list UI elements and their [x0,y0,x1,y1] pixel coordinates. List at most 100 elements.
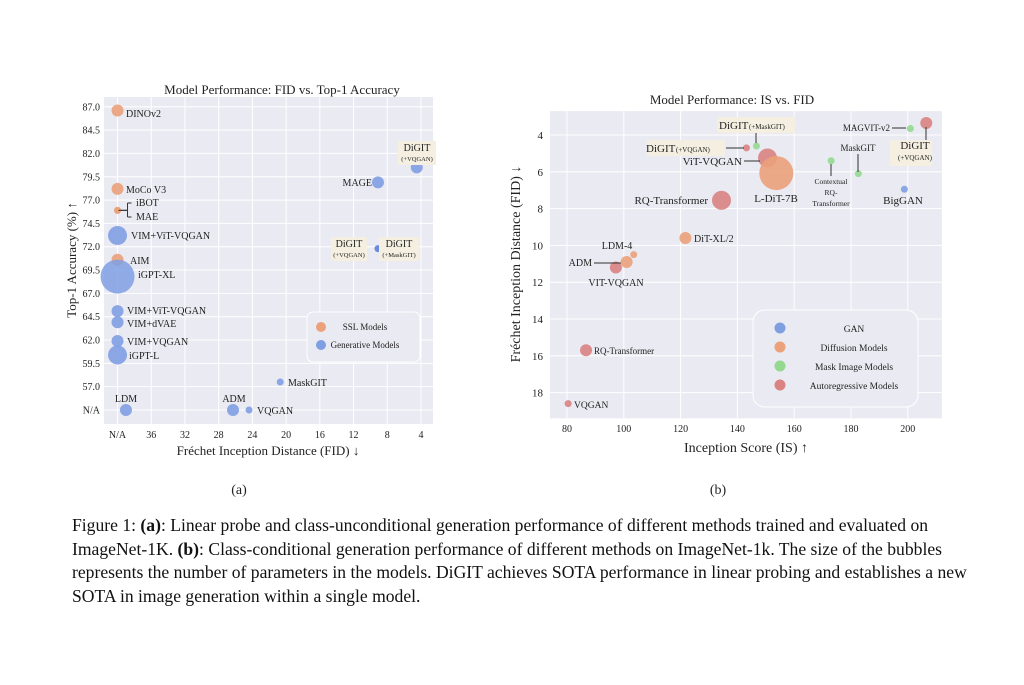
point-label: DiGIT [386,239,413,250]
point-label: LDM-4 [602,241,633,252]
y-tick-label: 6 [538,167,544,179]
y-axis-label-b: Fréchet Inception Distance (FID) ↓ [509,166,524,363]
data-point [108,345,128,365]
point-label: MaskGIT [288,378,327,389]
y-tick-label: 69.5 [83,266,101,277]
x-tick-label: 8 [385,430,390,441]
point-sublabel: (+VQGAN) [676,146,711,154]
y-tick-label: 18 [532,388,544,400]
y-tick-label: 74.5 [83,219,101,230]
y-tick-label: 67.0 [83,289,101,300]
point-label: L-DiT-7B [754,193,798,205]
data-point [609,261,622,274]
point-sublabel: (+VQGAN) [333,252,364,259]
point-label: MAGVIT-v2 [843,123,890,133]
point-sublabel: (+MaskGIT) [749,123,785,131]
data-point [630,251,638,259]
data-point [564,400,572,408]
x-axis-label-a: Fréchet Inception Distance (FID) ↓ [177,443,360,458]
x-tick-label: 200 [900,424,915,435]
data-point [827,157,835,165]
chart-title-b: Model Performance: IS vs. FID [650,92,814,107]
point-label: iGPT-XL [138,270,175,281]
x-tick-label: 16 [315,430,325,441]
legend-label: Mask Image Models [815,363,893,373]
point-label: ADM [222,394,245,405]
data-point [111,316,124,329]
x-tick-label: N/A [109,430,127,441]
point-label: DiGIT [719,120,749,132]
legend-label: Autoregressive Models [810,382,899,392]
data-point [854,170,862,178]
y-tick-label: 64.5 [83,312,101,323]
data-point [372,176,385,189]
legend-marker [316,340,326,350]
legend-label: Generative Models [331,340,400,350]
caption-prefix: Figure 1: [72,515,141,535]
point-label: RQ- [825,188,838,197]
x-tick-label: 4 [419,430,424,441]
data-point [920,117,933,130]
legend-a [306,311,421,363]
data-point [742,144,750,152]
point-label: MaskGIT [841,143,876,153]
point-label: MAE [136,212,158,223]
x-tick-label: 120 [673,424,688,435]
x-tick-label: 20 [281,430,291,441]
highlight-box [890,140,932,166]
y-axis-label-a: Top-1 Accuracy (%) ↑ [64,202,79,318]
x-tick-label: 160 [787,424,802,435]
y-tick-label: 72.0 [83,242,101,253]
point-label: BigGAN [883,195,923,207]
data-point [111,104,124,117]
y-tick-label: 79.5 [83,172,101,183]
legend-marker [774,322,786,334]
point-label: LDM [115,394,137,405]
legend-label: Diffusion Models [820,343,887,354]
data-point [227,404,240,416]
y-tick-label: 12 [532,277,543,289]
x-tick-label: 80 [562,424,572,435]
highlight-box [647,140,725,156]
point-label: DiGIT [900,140,930,152]
point-label: VIM+ViT-VQGAN [131,231,210,242]
data-point [580,344,593,357]
point-label: iBOT [136,198,159,209]
caption-a-tag: (a) [140,515,161,535]
x-tick-label: 12 [349,430,359,441]
legend-label: SSL Models [343,322,388,332]
x-tick-label: 24 [247,430,257,441]
x-tick-label: 32 [180,430,190,441]
data-point [276,378,284,386]
point-label: DiGIT [404,143,431,154]
data-point [108,226,128,246]
x-tick-label: 140 [730,424,745,435]
data-point [245,406,253,414]
plot-area-a [104,97,433,424]
data-point [759,156,794,191]
y-tick-label: 87.0 [83,102,101,113]
point-label: DINOv2 [126,109,161,120]
point-label: DiGIT [336,239,363,250]
point-label: DiGIT [646,143,676,155]
legend-marker [774,379,786,391]
point-label: DiT-XL/2 [694,234,734,245]
data-point [711,190,731,210]
legend-marker [774,341,786,353]
y-tick-label: 10 [532,240,544,252]
data-point [111,182,124,195]
point-label: Contextual [815,177,848,186]
highlight-box [379,237,419,261]
y-tick-label: 16 [532,351,544,363]
data-point [906,125,914,133]
legend-marker [316,322,326,332]
data-point [620,255,633,268]
y-tick-label: 77.0 [83,196,101,207]
highlight-box [717,117,795,133]
data-point [679,232,692,245]
caption-b-tag: (b) [177,538,200,559]
x-tick-label: 28 [214,430,224,441]
point-label: iGPT-L [129,351,159,362]
chart-title-a: Model Performance: FID vs. Top-1 Accurac… [164,82,400,97]
point-label: ViT-VQGAN [683,156,742,168]
